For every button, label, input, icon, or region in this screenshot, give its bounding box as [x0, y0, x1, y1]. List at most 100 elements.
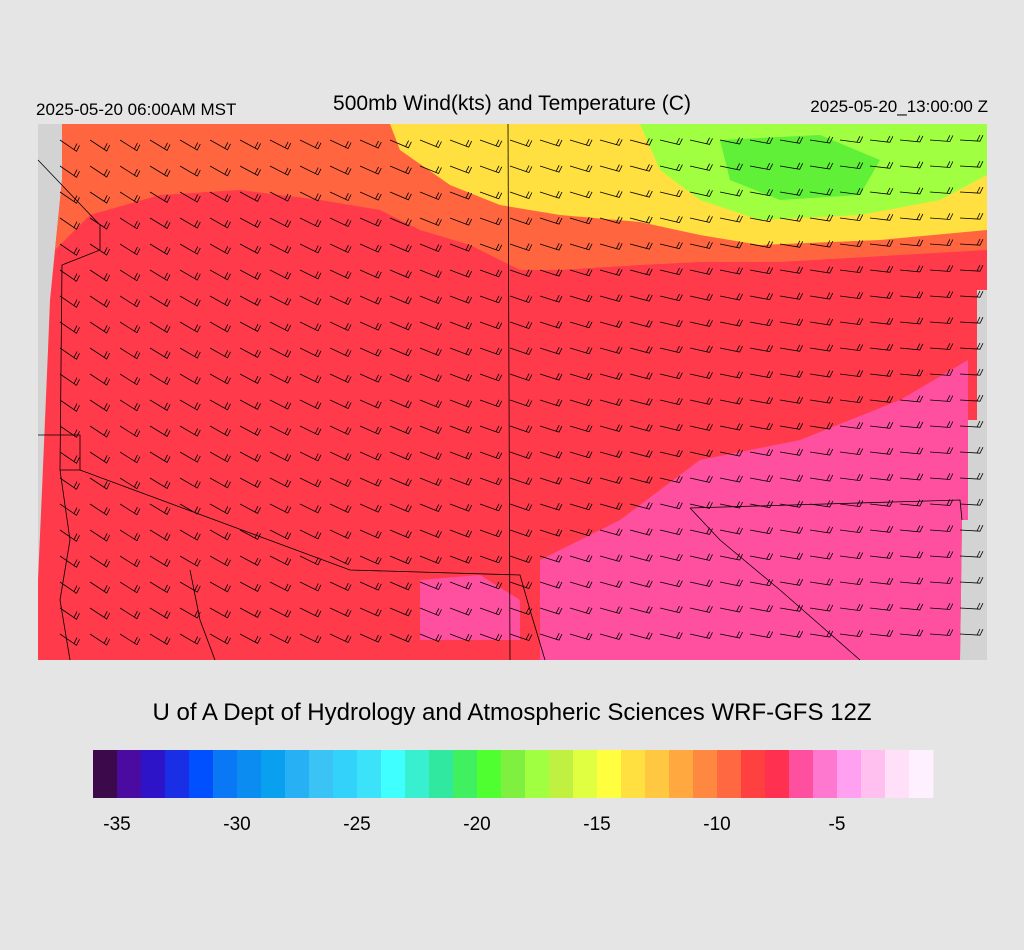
wind-barb [959, 134, 984, 142]
wind-barb [299, 243, 322, 254]
wind-barb [479, 269, 503, 278]
wind-barb [569, 398, 593, 407]
colorbar-swatch [621, 750, 646, 798]
wind-barb [539, 165, 563, 173]
wind-barb [299, 217, 322, 228]
wind-barb [359, 295, 382, 305]
wind-barb [239, 217, 261, 228]
wind-barb [209, 477, 231, 489]
wind-barb [419, 399, 442, 409]
wind-barb [899, 629, 924, 637]
wind-barb [929, 499, 954, 506]
wind-barb [389, 321, 412, 331]
colorbar-tick-label: -15 [583, 814, 610, 835]
wind-barb [749, 448, 774, 457]
wind-barb [929, 239, 954, 246]
wind-barb [869, 525, 894, 533]
colorbar-swatch [357, 750, 382, 798]
wind-barb [539, 425, 563, 433]
wind-barb [359, 555, 382, 565]
wind-barb [839, 214, 864, 222]
wind-barb [809, 162, 834, 170]
map [37, 123, 987, 661]
wind-barb [659, 215, 683, 224]
wind-barb [899, 577, 924, 585]
wind-barb [299, 425, 322, 436]
wind-barb [119, 269, 141, 282]
wind-barb [779, 474, 804, 482]
wind-barb [839, 292, 864, 300]
wind-barb [89, 451, 111, 464]
wind-barb [869, 551, 894, 559]
wind-barb [59, 269, 80, 282]
wind-barb [179, 503, 201, 515]
wind-barb [149, 347, 171, 359]
wind-barb [329, 321, 352, 332]
wind-barb [149, 477, 171, 489]
colorbar-swatch [165, 750, 190, 798]
wind-barb [599, 216, 623, 224]
wind-barb [839, 578, 864, 586]
wind-barb [419, 347, 442, 357]
wind-barb [929, 395, 954, 402]
wind-barb [359, 607, 382, 617]
wind-barb [809, 448, 834, 456]
wind-barb [449, 295, 473, 304]
wind-barb [929, 187, 954, 194]
wind-barb [119, 555, 141, 568]
wind-barb [959, 602, 984, 610]
wind-barb [359, 529, 382, 539]
wind-barb [299, 373, 322, 384]
wind-barb [719, 371, 743, 379]
wind-barb [839, 474, 864, 482]
wind-barb [239, 581, 261, 592]
wind-barb [629, 502, 653, 510]
wind-barb [179, 451, 201, 463]
wind-barb [389, 139, 412, 149]
wind-barb [149, 529, 171, 541]
wind-barb [539, 529, 563, 537]
wind-barb [149, 555, 171, 567]
wind-barb [569, 242, 593, 251]
wind-barb [359, 347, 382, 357]
wind-barb [479, 165, 503, 174]
wind-barb [119, 373, 141, 386]
wind-barb [509, 165, 533, 173]
wind-barb [569, 294, 593, 303]
wind-barb [599, 502, 623, 510]
wind-barb [299, 321, 322, 332]
wind-barb [149, 165, 171, 177]
wind-barb [869, 369, 894, 377]
wind-barb [749, 604, 774, 613]
wind-barb [779, 552, 804, 560]
wind-barb [449, 477, 473, 486]
wind-barb [479, 347, 503, 356]
wind-barb [329, 555, 352, 566]
wind-barb [539, 191, 563, 199]
wind-barb [779, 448, 804, 456]
wind-barb [959, 498, 984, 506]
wind-barb [779, 266, 804, 274]
wind-barb [959, 472, 984, 480]
wind-barb [809, 214, 834, 222]
wind-barb [329, 607, 352, 618]
wind-barb [389, 607, 412, 617]
wind-barb [329, 633, 352, 644]
wind-barb [89, 529, 111, 542]
wind-barb [749, 318, 774, 327]
wind-barb [329, 217, 352, 228]
wind-barb [719, 241, 743, 249]
wind-barb [629, 294, 653, 302]
wind-barb [539, 581, 563, 589]
wind-barb [179, 373, 201, 385]
wind-barb [269, 529, 292, 540]
colorbar-swatch [525, 750, 550, 798]
wind-barb [689, 163, 713, 171]
wind-barb [689, 371, 713, 379]
wind-barb [119, 295, 141, 308]
wind-barb [869, 161, 894, 169]
wind-barb [239, 243, 261, 254]
wind-barb [209, 581, 231, 593]
wind-barb [509, 581, 533, 589]
wind-barb [89, 399, 111, 412]
